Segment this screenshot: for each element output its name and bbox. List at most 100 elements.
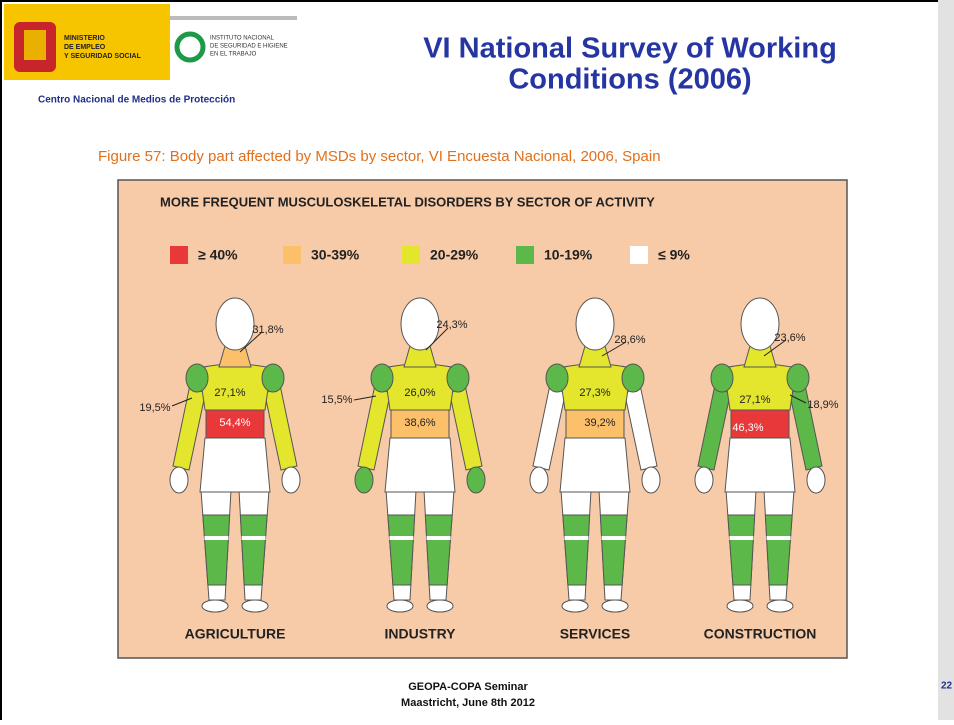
slide-title: VI National Survey of Working bbox=[423, 33, 837, 65]
knee-gap bbox=[426, 536, 451, 540]
foot bbox=[601, 599, 629, 613]
figure-heading: MORE FREQUENT MUSCULOSKELETAL DISORDERS … bbox=[160, 194, 655, 209]
percent-label: 18,9% bbox=[807, 399, 838, 411]
shoulder bbox=[261, 363, 285, 393]
institute-logo-gap bbox=[187, 40, 193, 54]
percent-label: 27,1% bbox=[739, 394, 770, 406]
hand bbox=[466, 466, 486, 494]
percent-label: 19,5% bbox=[139, 402, 170, 414]
percent-label: 26,0% bbox=[404, 387, 435, 399]
calf bbox=[727, 514, 756, 586]
percent-label: 54,4% bbox=[219, 417, 250, 429]
foot bbox=[426, 599, 454, 613]
sector-name: SERVICES bbox=[560, 626, 631, 642]
calf bbox=[202, 514, 231, 586]
calf bbox=[387, 514, 416, 586]
head bbox=[400, 297, 440, 351]
foot bbox=[561, 599, 589, 613]
head bbox=[215, 297, 255, 351]
foot bbox=[766, 599, 794, 613]
calf bbox=[562, 514, 591, 586]
percent-label: 46,3% bbox=[732, 422, 763, 434]
head bbox=[575, 297, 615, 351]
hips bbox=[384, 437, 456, 493]
percent-label: 15,5% bbox=[321, 394, 352, 406]
knee-gap bbox=[389, 536, 414, 540]
percent-label: 27,3% bbox=[579, 387, 610, 399]
institute-text: EN EL TRABAJO bbox=[210, 52, 257, 58]
legend-swatch bbox=[516, 246, 534, 264]
sector-name: CONSTRUCTION bbox=[704, 626, 817, 642]
knee-gap bbox=[204, 536, 229, 540]
coat-of-arms-shield bbox=[24, 30, 46, 60]
legend-swatch bbox=[283, 246, 301, 264]
legend-swatch bbox=[630, 246, 648, 264]
hips bbox=[559, 437, 631, 493]
hips bbox=[724, 437, 796, 493]
leader-line bbox=[171, 397, 193, 407]
knee-gap bbox=[601, 536, 626, 540]
calf bbox=[239, 514, 268, 586]
percent-label: 31,8% bbox=[252, 324, 283, 336]
hand bbox=[169, 466, 189, 494]
sector-name: INDUSTRY bbox=[384, 626, 456, 642]
leader-line bbox=[763, 339, 787, 357]
leader-line bbox=[353, 395, 377, 401]
foot bbox=[726, 599, 754, 613]
hand bbox=[641, 466, 661, 494]
percent-label: 39,2% bbox=[584, 417, 615, 429]
legend-label: 20-29% bbox=[430, 247, 479, 263]
slide-title: Conditions (2006) bbox=[508, 64, 751, 96]
head bbox=[740, 297, 780, 351]
hand bbox=[694, 466, 714, 494]
percent-label: 24,3% bbox=[436, 319, 467, 331]
center-name: Centro Nacional de Medios de Protección bbox=[38, 95, 235, 106]
foot bbox=[201, 599, 229, 613]
legend-swatch bbox=[402, 246, 420, 264]
sector-name: AGRICULTURE bbox=[185, 626, 286, 642]
hand bbox=[354, 466, 374, 494]
leader-line bbox=[425, 327, 449, 351]
shoulder bbox=[370, 363, 394, 393]
knee-gap bbox=[241, 536, 266, 540]
figure-caption: Figure 57: Body part affected by MSDs by… bbox=[98, 148, 661, 165]
foot bbox=[241, 599, 269, 613]
shoulder bbox=[710, 363, 734, 393]
lower-back bbox=[730, 409, 790, 439]
leader-line bbox=[601, 341, 627, 357]
percent-label: 28,6% bbox=[614, 334, 645, 346]
calf bbox=[764, 514, 793, 586]
footer-text: Maastricht, June 8th 2012 bbox=[401, 697, 535, 709]
knee-gap bbox=[766, 536, 791, 540]
institute-text: INSTITUTO NACIONAL bbox=[210, 36, 275, 42]
calf bbox=[424, 514, 453, 586]
institute-text: DE SEGURIDAD E HIGIENE bbox=[210, 44, 288, 50]
logo-rule bbox=[170, 16, 297, 20]
percent-label: 38,6% bbox=[404, 417, 435, 429]
footer-text: GEOPA-COPA Seminar bbox=[408, 681, 528, 693]
percent-label: 23,6% bbox=[774, 332, 805, 344]
lower-back bbox=[565, 409, 625, 439]
page-number: 22 bbox=[941, 681, 953, 692]
leader-line bbox=[239, 331, 263, 353]
ministry-text: DE EMPLEO bbox=[64, 44, 106, 51]
hand bbox=[281, 466, 301, 494]
knee-gap bbox=[564, 536, 589, 540]
percent-label: 27,1% bbox=[214, 387, 245, 399]
shoulder bbox=[185, 363, 209, 393]
knee-gap bbox=[729, 536, 754, 540]
shoulder bbox=[786, 363, 810, 393]
legend-swatch bbox=[170, 246, 188, 264]
lower-back bbox=[390, 409, 450, 439]
legend-label: ≤ 9% bbox=[658, 247, 690, 263]
shoulder bbox=[545, 363, 569, 393]
calf bbox=[599, 514, 628, 586]
hips bbox=[199, 437, 271, 493]
hand bbox=[529, 466, 549, 494]
legend-label: ≥ 40% bbox=[198, 247, 238, 263]
legend-label: 30-39% bbox=[311, 247, 360, 263]
institute-logo bbox=[174, 31, 206, 63]
leader-line bbox=[789, 394, 807, 404]
shoulder bbox=[446, 363, 470, 393]
